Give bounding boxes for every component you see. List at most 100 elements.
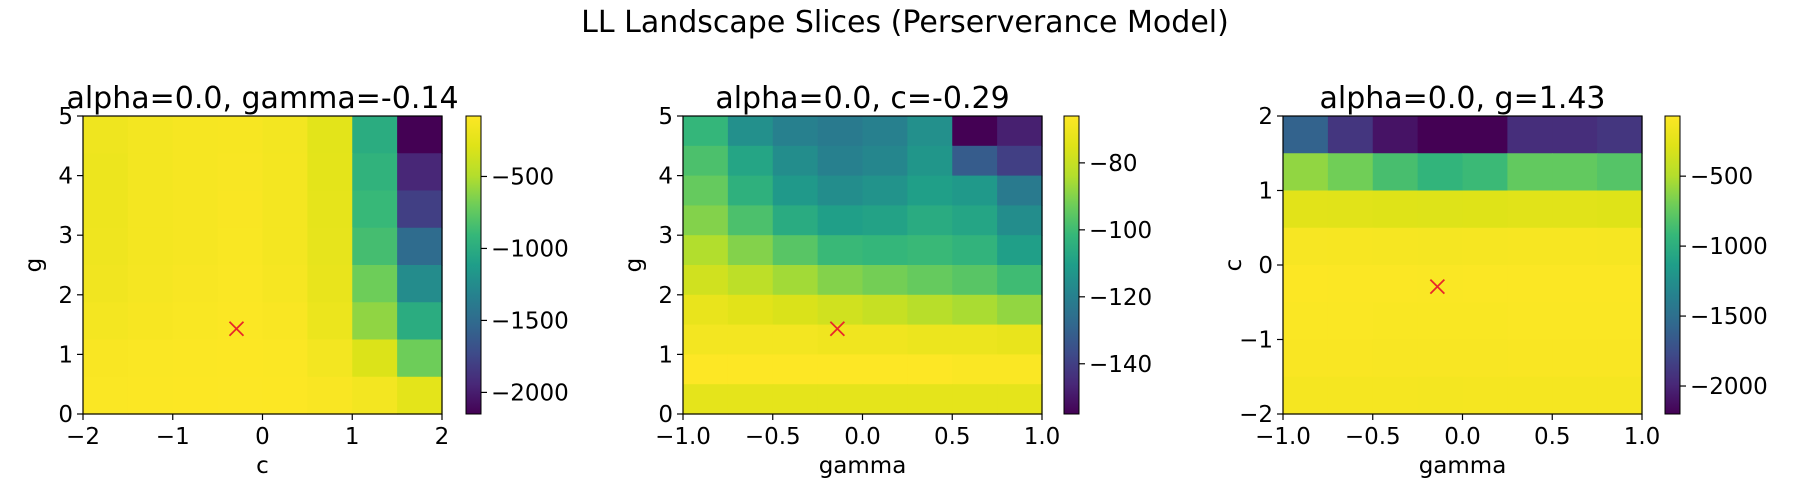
heatmap-cell (907, 384, 953, 415)
heatmap-cell (172, 116, 219, 154)
y-tick-label: 3 (58, 223, 73, 249)
heatmap-cell (1417, 227, 1464, 266)
heatmap-cell (397, 265, 443, 303)
colorbar-tick-label: −1000 (1690, 234, 1768, 260)
heatmap-cell (352, 265, 398, 303)
x-tick-label: 0.5 (934, 424, 971, 450)
heatmap-cell (217, 227, 264, 266)
heatmap-cell (1597, 190, 1643, 229)
heatmap-cell (683, 145, 729, 177)
heatmap-cell (127, 339, 174, 378)
colorbar-tick-label: −500 (491, 164, 554, 190)
heatmap-cell (997, 235, 1043, 266)
heatmap-cell (172, 265, 219, 303)
y-tick-label: 5 (658, 104, 673, 130)
heatmap-cell (772, 265, 819, 296)
heatmap-cell (1327, 302, 1374, 341)
heatmap-cell (397, 153, 443, 192)
heatmap-cell (817, 175, 864, 206)
heatmap-cell (862, 294, 908, 326)
heatmap-cell (397, 339, 443, 378)
heatmap-cell (817, 145, 864, 177)
heatmap-cell (262, 227, 308, 266)
heatmap-cell (817, 324, 864, 355)
optimum-marker (829, 321, 846, 337)
heatmap-cell (1283, 190, 1329, 229)
heatmap-cell (307, 302, 353, 341)
heatmap-cell (307, 227, 353, 266)
colorbar-tick-label: −1000 (491, 236, 569, 262)
heatmap-cell (307, 339, 353, 378)
heatmap-cell (1462, 190, 1508, 229)
heatmap-cell (817, 354, 864, 385)
heatmap-cell (1462, 302, 1508, 341)
y-axis-label: c (1221, 259, 1247, 272)
y-tick-label: 2 (58, 283, 73, 309)
heatmap-cell (1507, 302, 1553, 341)
heatmap-cell (217, 376, 264, 415)
panel-title: alpha=0.0, c=-0.29 (715, 81, 1009, 116)
heatmap-cell (262, 339, 308, 378)
heatmap-cell (127, 265, 174, 303)
heatmap-cell (262, 116, 308, 154)
x-tick-label: 1.0 (1024, 424, 1061, 450)
x-axis-label: gamma (1419, 453, 1507, 479)
heatmap-cell (772, 235, 819, 266)
heatmap-cell (307, 376, 353, 415)
heatmap-cell (217, 302, 264, 341)
heatmap-cell (952, 205, 998, 236)
x-tick-label: −2 (66, 424, 100, 450)
heatmap-cell (307, 190, 353, 229)
heatmap-cell (817, 265, 864, 296)
heatmap-cell (952, 116, 998, 147)
colorbar (465, 115, 482, 415)
heatmap-cell (127, 153, 174, 192)
heatmap-cell (172, 153, 219, 192)
heatmap-cell (683, 384, 729, 415)
x-axis-label: gamma (819, 453, 907, 479)
x-tick-label: −1 (156, 424, 190, 450)
heatmap-cell (352, 116, 398, 154)
heatmap-cell (772, 116, 819, 147)
heatmap-cell (952, 145, 998, 177)
heatmap-cell (1507, 116, 1553, 154)
heatmap-cell (83, 153, 129, 192)
heatmap-cell (862, 235, 908, 266)
heatmap-cell (1283, 376, 1329, 415)
heatmap-cell (262, 153, 308, 192)
heatmap-cell (862, 205, 908, 236)
heatmap-cell (862, 354, 908, 385)
heatmap-cell (907, 354, 953, 385)
heatmap-cell (907, 175, 953, 206)
heatmap-cell (907, 265, 953, 296)
heatmap-cell (352, 153, 398, 192)
heatmap-cell (952, 384, 998, 415)
heatmap-cell (397, 302, 443, 341)
heatmap-cell (907, 324, 953, 355)
heatmap-cell (1597, 116, 1643, 154)
x-tick-label: 1 (345, 424, 360, 450)
y-axis-label: g (621, 258, 647, 273)
heatmap-cell (262, 302, 308, 341)
heatmap-cell (1283, 265, 1329, 303)
heatmap-cell (862, 116, 908, 147)
heatmap-cell (683, 235, 729, 266)
heatmap-cell (772, 384, 819, 415)
panel-title: alpha=0.0, gamma=-0.14 (66, 81, 458, 116)
heatmap-cell (727, 384, 774, 415)
heatmap-cell (727, 354, 774, 385)
x-axis-label: c (256, 453, 269, 479)
heatmap-cell (952, 324, 998, 355)
y-tick-label: 5 (58, 104, 73, 130)
heatmap-cell (817, 294, 864, 326)
heatmap-cell (127, 116, 174, 154)
colorbar-tick-label: −1500 (491, 308, 569, 334)
heatmap-cell (1552, 190, 1598, 229)
heatmap-cell (352, 190, 398, 229)
heatmap-cell (1417, 190, 1464, 229)
heatmap-cell (397, 190, 443, 229)
heatmap-cell (217, 116, 264, 154)
heatmap-cell (1327, 376, 1374, 415)
heatmap-cell (307, 265, 353, 303)
